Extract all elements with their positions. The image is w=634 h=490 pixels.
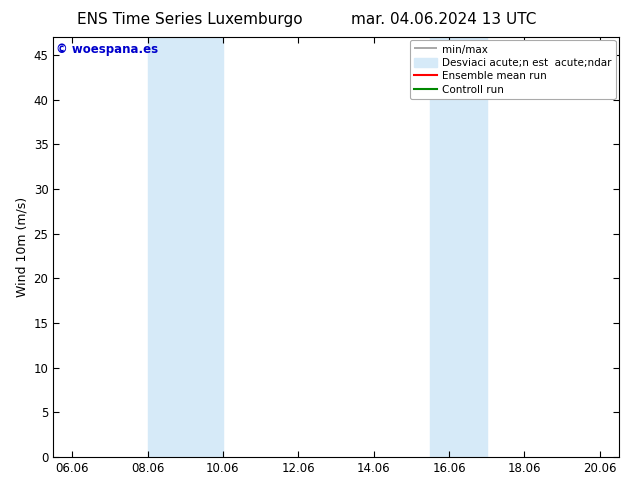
Bar bbox=[430, 37, 487, 457]
Legend: min/max, Desviaci acute;n est  acute;ndar, Ensemble mean run, Controll run: min/max, Desviaci acute;n est acute;ndar… bbox=[410, 40, 616, 99]
Text: mar. 04.06.2024 13 UTC: mar. 04.06.2024 13 UTC bbox=[351, 12, 536, 27]
Bar bbox=[148, 37, 223, 457]
Y-axis label: Wind 10m (m/s): Wind 10m (m/s) bbox=[15, 197, 28, 297]
Text: © woespana.es: © woespana.es bbox=[56, 43, 158, 56]
Text: ENS Time Series Luxemburgo: ENS Time Series Luxemburgo bbox=[77, 12, 303, 27]
